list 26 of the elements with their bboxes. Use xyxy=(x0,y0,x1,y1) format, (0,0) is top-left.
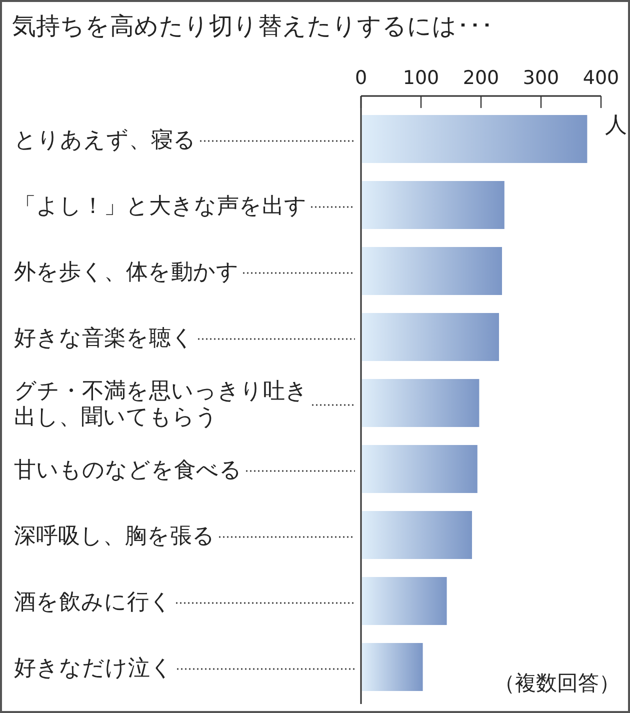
bar xyxy=(362,577,447,625)
bar xyxy=(362,643,423,691)
annotation: （複数回答） xyxy=(494,671,620,695)
y-tick-label: 外を歩く、体を動かす xyxy=(14,260,239,285)
chart-title: 気持ちを高めたり切り替えたりするには･･･ xyxy=(12,12,493,40)
x-tick-label: 100 xyxy=(402,67,440,89)
bar xyxy=(362,313,499,361)
x-tick-label: 200 xyxy=(462,67,500,89)
y-tick-label: とりあえず、寝る xyxy=(14,128,196,153)
y-tick-label: 酒を飲みに行く xyxy=(14,590,172,615)
y-tick-label: 甘いものなどを食べる xyxy=(14,458,242,483)
x-tick-label: 400 xyxy=(582,67,620,89)
y-tick-label: 「よし！」と大きな声を出す xyxy=(14,194,307,219)
bar xyxy=(362,247,502,295)
bar xyxy=(362,115,588,163)
x-axis-title: 人 xyxy=(605,113,627,138)
y-tick-label: 深呼吸し、胸を張る xyxy=(14,524,215,549)
y-tick-label: グチ・不満を思いっきり吐き出し、聞いてもらう xyxy=(14,379,308,430)
y-tick-label: 好きなだけ泣く xyxy=(14,656,173,681)
bar xyxy=(362,181,504,229)
x-tick-label: 0 xyxy=(354,67,368,89)
x-tick-label: 300 xyxy=(522,67,560,89)
bar xyxy=(362,379,480,427)
bar xyxy=(362,445,478,493)
y-tick-label: 好きな音楽を聴く xyxy=(14,326,194,351)
bar xyxy=(362,511,472,559)
